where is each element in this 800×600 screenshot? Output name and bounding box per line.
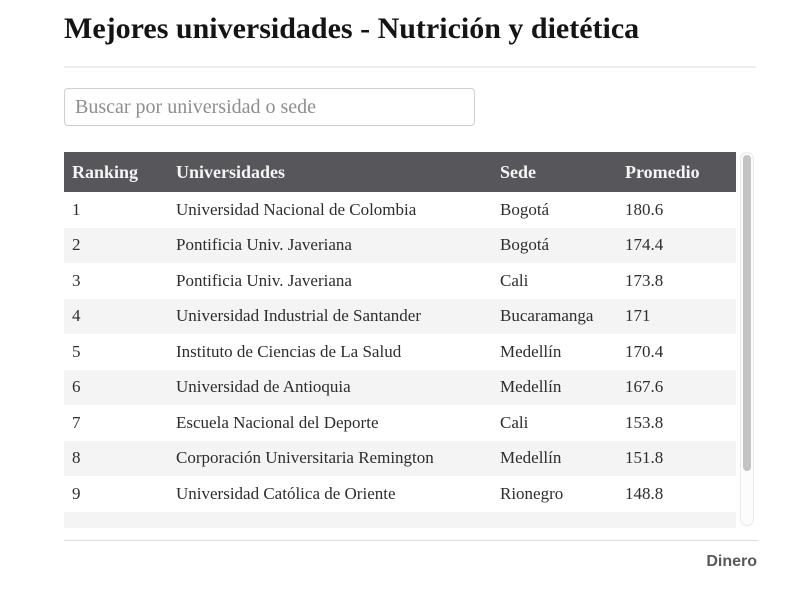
cell-universidad: Corporación Universitaria Remington <box>176 448 434 468</box>
cell-universidad: Pontificia Univ. Javeriana <box>176 270 352 290</box>
cell-promedio: 151.8 <box>625 448 664 468</box>
cell-sede: Medellín <box>500 341 562 361</box>
column-header-promedio: Promedio <box>625 161 700 182</box>
table-row: 3 Pontificia Univ. Javeriana Cali 173.8 <box>64 263 736 299</box>
cell-promedio: 148.8 <box>625 483 664 503</box>
cell-universidad: Instituto de Ciencias de La Salud <box>176 341 402 361</box>
cell-universidad: Universidad de Antioquia <box>176 377 351 397</box>
table-row: 8 Corporación Universitaria Remington Me… <box>64 440 736 476</box>
cell-universidad: Universidad Católica de Oriente <box>176 483 396 503</box>
cell-ranking: 8 <box>72 448 81 468</box>
cell-ranking: 5 <box>72 341 81 361</box>
cell-promedio: 174.4 <box>625 235 664 255</box>
column-header-ranking: Ranking <box>72 161 139 182</box>
title-divider <box>64 66 756 68</box>
table-row: 6 Universidad de Antioquia Medellín 167.… <box>64 369 736 405</box>
column-header-universidades: Universidades <box>176 161 286 182</box>
cell-sede: Rionegro <box>500 483 564 503</box>
cell-ranking: 2 <box>72 235 81 255</box>
table-row-clipped <box>64 511 736 528</box>
table-scrollbar-track[interactable] <box>740 152 754 526</box>
table-row: 5 Instituto de Ciencias de La Salud Mede… <box>64 334 736 370</box>
table-row: 1 Universidad Nacional de Colombia Bogot… <box>64 192 736 228</box>
cell-sede: Cali <box>500 270 529 290</box>
cell-ranking: 1 <box>72 199 81 219</box>
table-row: 7 Escuela Nacional del Deporte Cali 153.… <box>64 405 736 441</box>
search-input[interactable] <box>64 88 475 126</box>
cell-sede: Bucaramanga <box>500 306 594 326</box>
cell-ranking: 4 <box>72 306 81 326</box>
cell-promedio: 171 <box>625 306 651 326</box>
table-header-row: Ranking Universidades Sede Promedio <box>64 152 736 192</box>
table-body: 1 Universidad Nacional de Colombia Bogot… <box>64 192 736 528</box>
cell-ranking: 9 <box>72 483 81 503</box>
ranking-table: Ranking Universidades Sede Promedio 1 Un… <box>64 152 736 528</box>
footer-divider <box>64 540 758 541</box>
cell-universidad: Universidad Nacional de Colombia <box>176 199 417 219</box>
cell-ranking: 6 <box>72 377 81 397</box>
cell-promedio: 170.4 <box>625 341 664 361</box>
column-header-sede: Sede <box>500 161 536 182</box>
cell-promedio: 173.8 <box>625 270 664 290</box>
cell-sede: Medellín <box>500 448 562 468</box>
cell-sede: Cali <box>500 412 529 432</box>
cell-ranking: 7 <box>72 412 81 432</box>
cell-sede: Medellín <box>500 377 562 397</box>
table-row: 9 Universidad Católica de Oriente Rioneg… <box>64 476 736 512</box>
brand-logo: Dinero <box>706 553 757 570</box>
table-row: 2 Pontificia Univ. Javeriana Bogotá 174.… <box>64 227 736 263</box>
cell-promedio: 153.8 <box>625 412 664 432</box>
table-row: 4 Universidad Industrial de Santander Bu… <box>64 298 736 334</box>
cell-universidad: Escuela Nacional del Deporte <box>176 412 379 432</box>
cell-sede: Bogotá <box>500 235 550 255</box>
cell-ranking: 3 <box>72 270 81 290</box>
cell-promedio: 167.6 <box>625 377 664 397</box>
cell-universidad: Universidad Industrial de Santander <box>176 306 422 326</box>
cell-sede: Bogotá <box>500 199 550 219</box>
cell-universidad: Pontificia Univ. Javeriana <box>176 235 352 255</box>
table-scrollbar-thumb[interactable] <box>743 155 751 471</box>
page-title: Mejores universidades - Nutrición y diet… <box>64 12 640 45</box>
cell-promedio: 180.6 <box>625 199 664 219</box>
